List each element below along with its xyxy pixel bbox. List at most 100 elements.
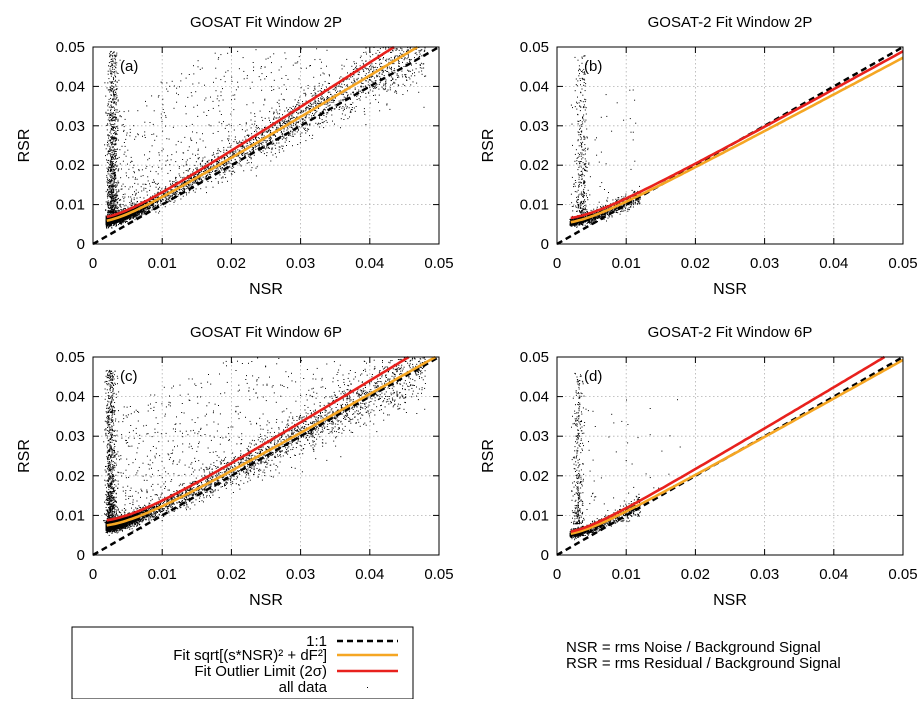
scatter-point xyxy=(231,145,232,146)
scatter-point xyxy=(247,145,248,146)
scatter-point xyxy=(227,181,228,182)
scatter-point xyxy=(311,93,312,94)
scatter-point xyxy=(379,76,380,77)
scatter-point xyxy=(381,63,382,64)
scatter-point xyxy=(419,72,420,73)
scatter-point xyxy=(278,143,279,144)
scatter-point xyxy=(226,170,227,171)
scatter-point xyxy=(368,72,369,73)
scatter-point xyxy=(339,86,340,87)
scatter-point xyxy=(181,189,182,190)
scatter-point xyxy=(334,89,335,90)
scatter-point xyxy=(137,201,138,202)
scatter-point xyxy=(180,199,181,200)
scatter-point xyxy=(323,127,324,128)
scatter-point xyxy=(416,63,417,64)
scatter-point xyxy=(276,127,277,128)
scatter-point xyxy=(421,68,422,69)
scatter-point xyxy=(411,59,412,60)
scatter-point xyxy=(368,84,369,85)
scatter-point xyxy=(239,160,240,161)
scatter-point xyxy=(196,188,197,189)
scatter-point xyxy=(402,94,403,95)
scatter-point xyxy=(241,166,242,167)
scatter-point xyxy=(224,172,225,173)
scatter-point xyxy=(308,129,309,130)
scatter-point xyxy=(354,81,355,82)
scatter-point xyxy=(213,165,214,166)
scatter-point xyxy=(380,82,381,83)
scatter-point xyxy=(424,51,425,52)
scatter-point xyxy=(134,215,135,216)
scatter-point xyxy=(336,107,337,108)
scatter-point xyxy=(414,72,415,73)
scatter-point xyxy=(232,171,233,172)
scatter-point xyxy=(303,111,304,112)
scatter-point xyxy=(285,123,286,124)
scatter-point xyxy=(373,88,374,89)
scatter-point xyxy=(183,172,184,173)
scatter-point xyxy=(305,117,306,118)
scatter-point xyxy=(251,157,252,158)
scatter-point xyxy=(262,128,263,129)
scatter-point xyxy=(287,110,288,111)
scatter-point xyxy=(221,178,222,179)
scatter-point xyxy=(305,133,306,134)
scatter-point xyxy=(399,61,400,62)
scatter-point xyxy=(200,172,201,173)
scatter-point xyxy=(363,86,364,87)
scatter-point xyxy=(254,131,255,132)
scatter-point xyxy=(231,160,232,161)
scatter-point xyxy=(318,115,319,116)
scatter-point xyxy=(332,99,333,100)
scatter-point xyxy=(275,145,276,146)
scatter-point xyxy=(319,127,320,128)
scatter-point xyxy=(411,75,412,76)
scatter-point xyxy=(122,221,123,222)
scatter-point xyxy=(306,101,307,102)
scatter-point xyxy=(381,70,382,71)
scatter-point xyxy=(267,140,268,141)
scatter-point xyxy=(175,200,176,201)
scatter-point xyxy=(203,177,204,178)
scatter-point xyxy=(322,84,323,85)
scatter-point xyxy=(369,85,370,86)
scatter-point xyxy=(319,118,320,119)
scatter-point xyxy=(272,148,273,149)
scatter-point xyxy=(297,122,298,123)
scatter-point xyxy=(312,113,313,114)
scatter-point xyxy=(165,200,166,201)
scatter-point xyxy=(351,66,352,67)
scatter-point xyxy=(345,106,346,107)
scatter-point xyxy=(406,77,407,78)
scatter-point xyxy=(343,110,344,111)
scatter-point xyxy=(364,114,365,115)
scatter-point xyxy=(286,130,287,131)
scatter-point xyxy=(383,58,384,59)
scatter-point xyxy=(174,194,175,195)
scatter-point xyxy=(218,169,219,170)
scatter-point xyxy=(373,82,374,83)
scatter-point xyxy=(250,142,251,143)
scatter-point xyxy=(289,141,290,142)
scatter-point xyxy=(336,86,337,87)
scatter-point xyxy=(350,77,351,78)
scatter-point xyxy=(358,91,359,92)
scatter-point xyxy=(313,115,314,116)
scatter-point xyxy=(421,49,422,50)
scatter-point xyxy=(356,63,357,64)
scatter-point xyxy=(351,82,352,83)
scatter-point xyxy=(408,57,409,58)
scatter-point xyxy=(292,134,293,135)
scatter-point xyxy=(273,112,274,113)
scatter-point xyxy=(198,173,199,174)
scatter-point xyxy=(366,73,367,74)
scatter-point xyxy=(295,130,296,131)
scatter-point xyxy=(316,111,317,112)
scatter-point xyxy=(232,155,233,156)
scatter-point xyxy=(189,192,190,193)
scatter-point xyxy=(160,203,161,204)
scatter-point xyxy=(206,169,207,170)
scatter-point xyxy=(408,54,409,55)
scatter-point xyxy=(327,112,328,113)
